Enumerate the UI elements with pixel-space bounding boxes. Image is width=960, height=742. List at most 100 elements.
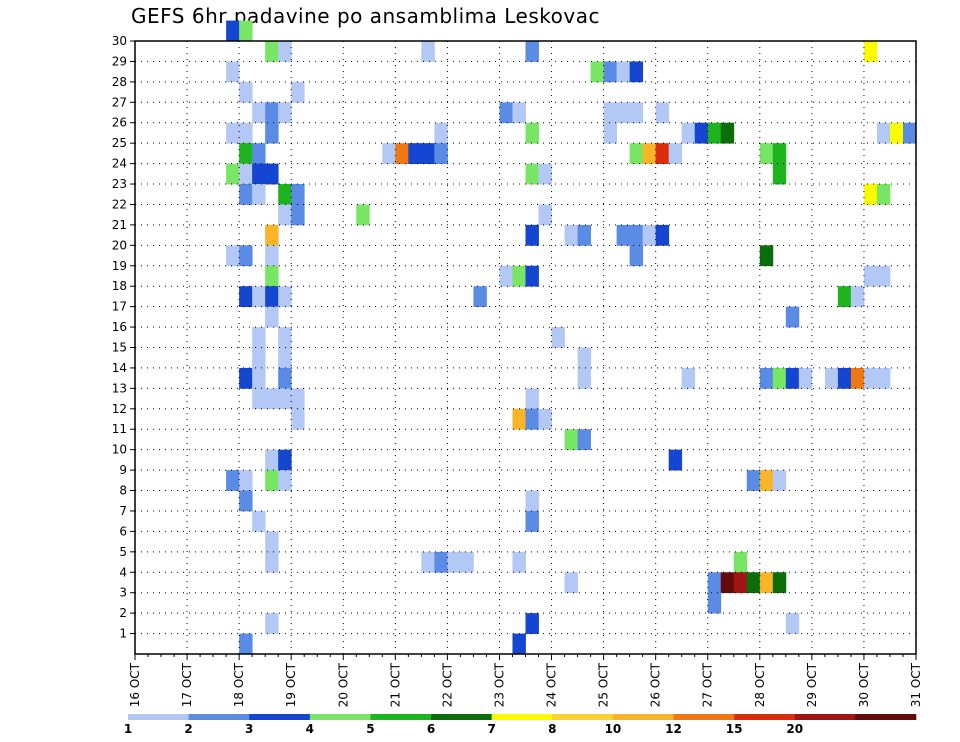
- heatmap-cell: [720, 572, 735, 594]
- heatmap-cell: [291, 408, 305, 430]
- heatmap-cell: [252, 163, 266, 185]
- heatmap-cell: [876, 367, 891, 389]
- heatmap-cell: [876, 265, 891, 287]
- heatmap-cell: [291, 81, 305, 103]
- heatmap-cell: [252, 184, 266, 205]
- y-tick-label: 26: [112, 116, 127, 130]
- heatmap-cell: [278, 347, 292, 369]
- x-tick-label: 24 OCT: [545, 662, 559, 707]
- heatmap-cell: [421, 41, 435, 62]
- heatmap-cell: [759, 245, 774, 267]
- heatmap-cell: [252, 143, 266, 164]
- heatmap-cell: [226, 20, 240, 42]
- y-tick-label: 20: [112, 238, 127, 252]
- heatmap-cell: [499, 102, 513, 124]
- heatmap-cell: [798, 367, 813, 389]
- heatmap-cell: [226, 245, 240, 267]
- heatmap-cell: [239, 470, 253, 491]
- y-tick-label: 17: [112, 300, 127, 314]
- heatmap-cell: [525, 388, 539, 410]
- heatmap-cell: [525, 122, 539, 144]
- heatmap-cell: [252, 347, 266, 369]
- heatmap-cell: [759, 572, 774, 594]
- heatmap-cell: [278, 184, 292, 205]
- heatmap-cell: [863, 265, 878, 287]
- heatmap-cell: [239, 81, 253, 103]
- y-tick-label: 29: [112, 54, 127, 68]
- y-tick-label: 15: [112, 341, 127, 355]
- colorbar-label: 3: [245, 722, 253, 736]
- heatmap-cell: [278, 286, 292, 308]
- colorbar-swatch: [188, 714, 250, 720]
- heatmap-cell: [824, 367, 839, 389]
- heatmap-cell: [681, 367, 696, 389]
- y-tick-label: 14: [112, 361, 127, 375]
- x-axis: 16 OCT 17 OCT 18 OCT 19 OCT 20 OCT 21 OCT 22 O…: [128, 654, 923, 707]
- heatmap-cell: [837, 367, 852, 389]
- heatmap-cell: [278, 102, 292, 124]
- heatmap-cell: [434, 551, 448, 573]
- x-tick-label: 18 OCT: [232, 662, 246, 707]
- x-tick-label: 31 OCT: [909, 662, 923, 707]
- x-tick-label: 30 OCT: [857, 662, 871, 707]
- x-tick-label: 28 OCT: [753, 662, 767, 707]
- grid-lines: [135, 41, 916, 654]
- y-tick-label: 12: [112, 402, 127, 416]
- y-tick-label: 25: [112, 136, 127, 150]
- colorbar-swatch: [249, 714, 311, 720]
- y-tick-label: 9: [119, 463, 127, 477]
- y-tick-label: 23: [112, 177, 127, 191]
- heatmap-cell: [733, 551, 748, 573]
- heatmap-cell: [564, 429, 578, 451]
- x-tick-label: 22 OCT: [440, 662, 454, 707]
- heatmap-cell: [239, 490, 253, 512]
- heatmap-cell: [629, 102, 644, 124]
- y-tick-label: 27: [112, 95, 127, 109]
- heatmap-cell: [603, 61, 618, 83]
- x-tick-label: 17 OCT: [180, 662, 194, 707]
- colorbar-label: 20: [786, 722, 803, 736]
- heatmap-cell: [759, 470, 774, 491]
- heatmap-cell: [629, 143, 644, 164]
- heatmap-cell: [603, 122, 618, 144]
- colorbar-swatch: [794, 714, 856, 720]
- heatmap-cell: [707, 122, 722, 144]
- heatmap-cell: [395, 143, 409, 164]
- heatmap-cell: [772, 163, 787, 185]
- heatmap-cell: [421, 551, 435, 573]
- heatmap-cell: [746, 572, 761, 594]
- y-tick-label: 30: [112, 34, 127, 48]
- colorbar-swatch: [370, 714, 432, 720]
- heatmap-cell: [265, 613, 279, 634]
- heatmap-cell: [434, 143, 448, 164]
- heatmap-cell: [577, 429, 591, 451]
- heatmap-cell: [278, 449, 292, 471]
- colorbar-label: 12: [665, 722, 682, 736]
- y-tick-label: 13: [112, 381, 127, 395]
- heatmap-cell: [512, 408, 526, 430]
- heatmap-cell: [265, 531, 279, 553]
- heatmap-cell: [252, 102, 266, 124]
- x-tick-label: 19 OCT: [284, 662, 298, 707]
- x-tick-label: 26 OCT: [649, 662, 663, 707]
- heatmap-cell: [265, 245, 279, 267]
- heatmap-cell: [226, 61, 240, 83]
- heatmap-cell: [252, 510, 266, 532]
- colorbar-swatch: [128, 714, 189, 720]
- heatmap-cell: [278, 204, 292, 226]
- colorbar-label: 10: [605, 722, 622, 736]
- heatmap-cell: [252, 367, 266, 389]
- heatmap-cell: [447, 551, 461, 573]
- heatmap-cell: [538, 408, 552, 430]
- heatmap-cell: [499, 265, 513, 287]
- heatmap-cell: [434, 122, 448, 144]
- heatmap-cell: [291, 184, 305, 205]
- heatmap-cell: [564, 224, 578, 246]
- y-tick-label: 22: [112, 197, 127, 211]
- x-tick-label: 20 OCT: [336, 662, 350, 707]
- heatmap-cell: [252, 286, 266, 308]
- colorbar-label: 2: [184, 722, 192, 736]
- heatmap-cell: [239, 122, 253, 144]
- heatmap-cell: [785, 613, 800, 634]
